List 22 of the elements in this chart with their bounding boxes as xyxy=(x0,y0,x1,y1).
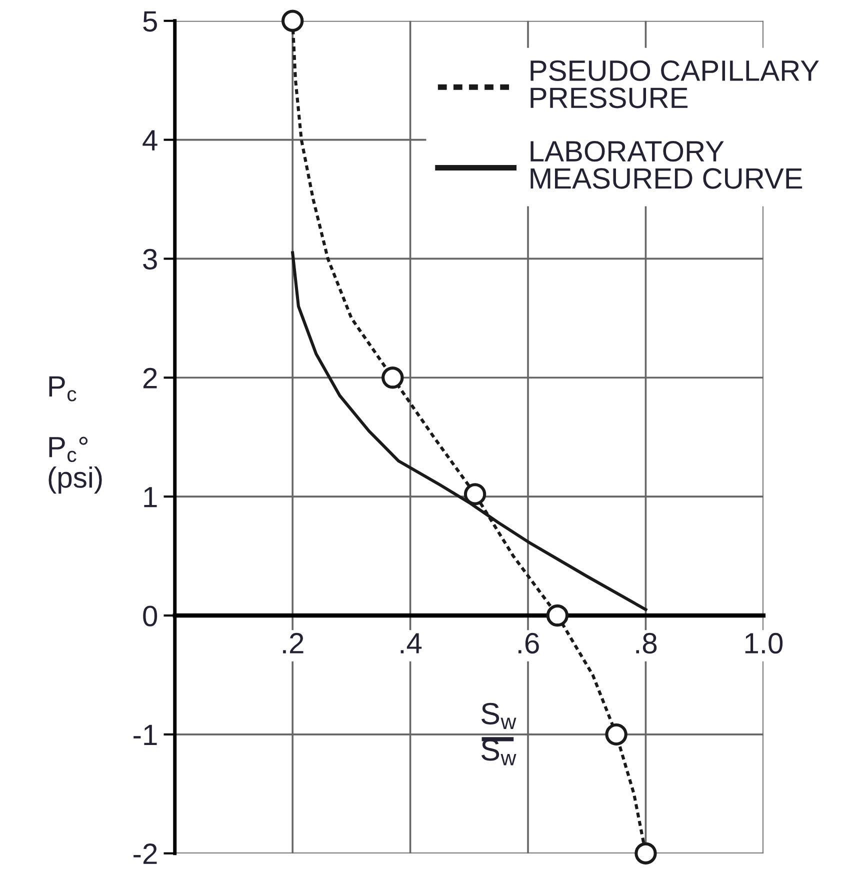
x-tick-label: .6 xyxy=(518,632,539,654)
legend-label: LABORATORY MEASURED CURVE xyxy=(530,140,802,189)
y-tick-label: 0 xyxy=(143,606,158,626)
y-tick-label: 3 xyxy=(143,248,157,270)
x-tick-label: 1.0 xyxy=(745,632,783,654)
y-tick-label: -2 xyxy=(134,844,157,864)
point xyxy=(382,366,404,389)
x-tick-label: .4 xyxy=(400,633,422,654)
x-tick-label: .2 xyxy=(283,632,304,654)
y-tick-label: -1 xyxy=(134,724,157,745)
point xyxy=(464,483,486,506)
point xyxy=(281,10,304,32)
point xyxy=(546,604,569,627)
point xyxy=(605,723,628,746)
point xyxy=(634,842,657,864)
text: P$_{c}$ P$_{c}$° (psi) xyxy=(48,376,102,494)
y-tick-label: 5 xyxy=(143,11,157,32)
y-tick-label: 4 xyxy=(142,130,158,150)
legend-label: PSEUDO CAPILLARY PRESSURE xyxy=(530,60,819,108)
y-tick-label: 1 xyxy=(144,487,157,508)
x-tick-label: .8 xyxy=(636,632,657,654)
y-tick-label: 2 xyxy=(143,368,157,388)
